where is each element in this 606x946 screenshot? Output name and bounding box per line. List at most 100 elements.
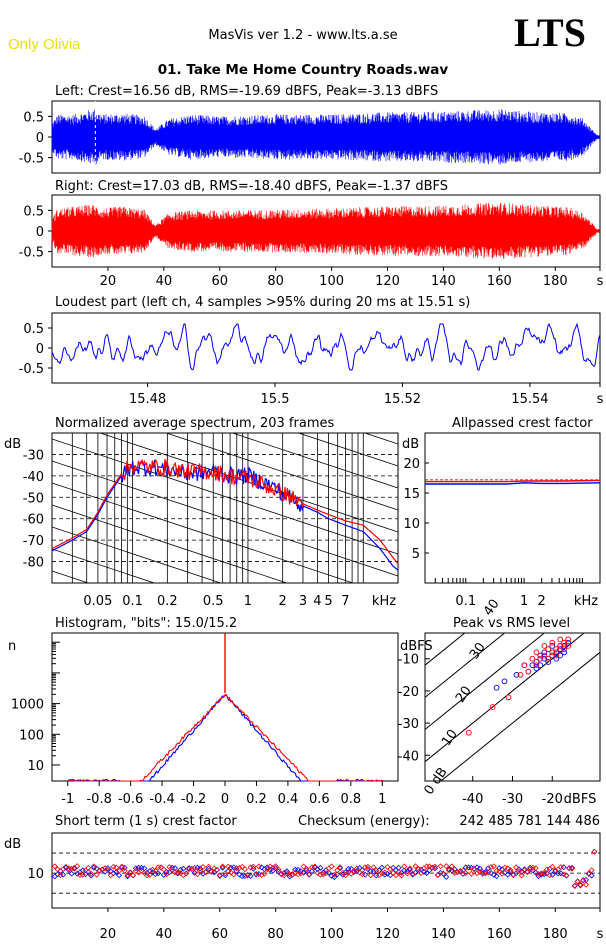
crest-point-right bbox=[297, 870, 304, 877]
peak-vs-rms-point-left bbox=[565, 639, 572, 646]
crest-point-right bbox=[303, 865, 310, 872]
crest-point-left bbox=[367, 868, 374, 875]
spectrum-slope-line bbox=[52, 438, 398, 555]
allpassed-crest-xtick-label: 1 bbox=[520, 594, 528, 609]
crest-point-right bbox=[219, 863, 226, 870]
histogram-xtick-label: 0.4 bbox=[278, 792, 299, 807]
loudest-part-ytick-label: -0.5 bbox=[19, 362, 44, 377]
crest-point-right bbox=[543, 866, 550, 873]
crest-point-left bbox=[124, 873, 131, 880]
crest-point-left bbox=[535, 873, 542, 880]
crest-point-right bbox=[440, 871, 447, 877]
crest-point-right bbox=[423, 863, 430, 870]
peak-vs-rms-diagonal bbox=[440, 651, 600, 781]
peak-vs-rms-point-left bbox=[533, 665, 540, 672]
crest-point-right bbox=[482, 870, 489, 877]
crest-point-left bbox=[549, 871, 556, 878]
crest-point-left bbox=[303, 867, 310, 874]
crest-point-left bbox=[116, 872, 123, 879]
short-term-crest-xtick-label: 120 bbox=[375, 927, 400, 942]
loudest-part-ytick-label: 0 bbox=[36, 342, 44, 357]
crest-point-left bbox=[378, 864, 385, 871]
crest-point-left bbox=[334, 871, 341, 878]
loudest-part-xtick-label: 15.54 bbox=[511, 392, 548, 407]
crest-point-right bbox=[529, 864, 536, 871]
crest-point-right bbox=[118, 863, 125, 870]
short-term-crest-xtick-label: 80 bbox=[267, 927, 284, 942]
crest-point-left bbox=[54, 871, 61, 878]
crest-point-right bbox=[557, 864, 564, 871]
crest-point-left bbox=[191, 869, 198, 876]
histogram-xtick-label: -0.4 bbox=[149, 792, 174, 807]
peak-vs-rms-point-right bbox=[489, 704, 496, 710]
short-term-crest-frame bbox=[51, 832, 601, 909]
right-waveform-ytick-label: 0 bbox=[36, 225, 44, 240]
spectrum-slope-line bbox=[52, 526, 222, 583]
spectrum-xtick-label: kHz bbox=[372, 594, 396, 609]
crest-point-right bbox=[348, 870, 355, 877]
crest-point-right bbox=[395, 869, 402, 875]
crest-point-right bbox=[54, 866, 61, 873]
crest-point-right bbox=[225, 863, 232, 870]
crest-point-right bbox=[577, 881, 584, 888]
peak-vs-rms-point-right bbox=[541, 643, 548, 649]
crest-point-left bbox=[401, 867, 408, 874]
histogram-ytick-label: 1000 bbox=[11, 698, 44, 713]
spectrum-ytick-label: -40 bbox=[23, 470, 44, 485]
peak-vs-rms-point-left bbox=[561, 643, 568, 649]
crest-point-left bbox=[79, 867, 86, 874]
crest-point-left bbox=[255, 871, 262, 877]
crest-point-left bbox=[60, 871, 67, 878]
crest-point-right bbox=[90, 863, 97, 870]
crest-point-right bbox=[247, 864, 254, 871]
crest-point-left bbox=[194, 864, 201, 871]
crest-point-right bbox=[552, 867, 559, 874]
crest-point-left bbox=[283, 868, 290, 875]
crest-point-right bbox=[74, 863, 81, 870]
crest-point-left bbox=[71, 865, 78, 872]
crest-point-right bbox=[381, 869, 388, 876]
crest-point-left bbox=[376, 867, 383, 874]
right-waveform-xtick-label: 180 bbox=[543, 274, 568, 289]
crest-point-right bbox=[113, 864, 120, 871]
spectrum-xtick-label: 5 bbox=[324, 594, 332, 609]
crest-point-right bbox=[152, 867, 159, 874]
crest-point-right bbox=[384, 864, 391, 870]
crest-point-left bbox=[230, 864, 237, 871]
spectrum-xtick-label: 0.1 bbox=[122, 594, 143, 609]
spectrum-xtick-label: 1 bbox=[244, 594, 252, 609]
allpassed-crest-frame bbox=[424, 432, 601, 584]
crest-point-right bbox=[88, 870, 95, 877]
crest-point-left bbox=[118, 864, 125, 871]
peak-vs-rms-point-right bbox=[553, 652, 560, 659]
crest-point-right bbox=[267, 863, 274, 870]
right-waveform-xtick-label: 60 bbox=[211, 274, 228, 289]
crest-point-right bbox=[583, 881, 589, 888]
spectrum-title: Normalized average spectrum, 203 frames bbox=[55, 416, 334, 431]
crest-point-right bbox=[549, 863, 556, 870]
spectrum-slope-line bbox=[297, 433, 398, 467]
spectrum-xtick-label: 0.5 bbox=[203, 594, 224, 609]
crest-point-right bbox=[68, 865, 75, 872]
crest-point-right bbox=[202, 869, 209, 876]
crest-point-left bbox=[577, 882, 584, 889]
peak-vs-rms-point-right bbox=[541, 652, 548, 659]
crest-point-right bbox=[99, 866, 106, 873]
peak-vs-rms-diagonals bbox=[425, 633, 600, 781]
crest-point-right bbox=[144, 872, 151, 879]
crest-point-left bbox=[328, 872, 335, 879]
crest-point-right bbox=[560, 871, 567, 878]
peak-vs-rms-diagonal bbox=[425, 633, 546, 731]
crest-point-left bbox=[373, 872, 380, 879]
crest-point-right bbox=[230, 871, 237, 878]
crest-point-right bbox=[485, 869, 492, 876]
peak-vs-rms-point-right bbox=[537, 655, 544, 662]
crest-point-right bbox=[342, 872, 349, 879]
crest-point-right bbox=[272, 863, 279, 870]
crest-point-right bbox=[63, 863, 69, 870]
crest-point-right bbox=[499, 870, 506, 877]
right-waveform-xtick-label: 160 bbox=[487, 274, 512, 289]
crest-point-right bbox=[454, 868, 461, 875]
crest-point-right bbox=[261, 870, 268, 877]
